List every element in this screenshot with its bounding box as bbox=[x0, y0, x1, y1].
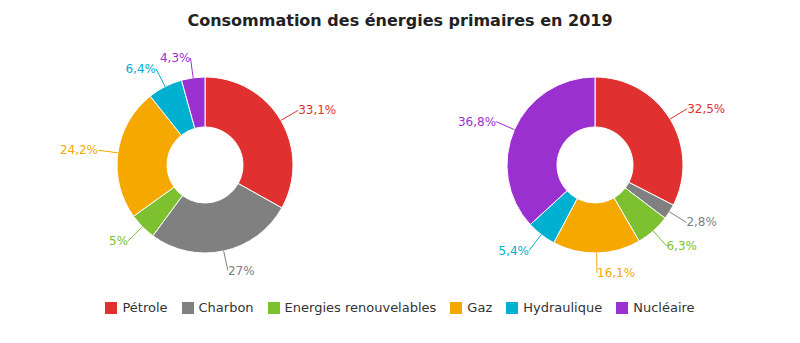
html-text:Gaz: Gaz bbox=[467, 300, 493, 315]
svg-text:32,5%: 32,5% bbox=[687, 102, 725, 116]
html-text:Energies renouvelables: Energies renouvelables bbox=[284, 300, 437, 315]
svg-text:2,8%: 2,8% bbox=[686, 215, 717, 229]
svg-text:24,2%: 24,2% bbox=[60, 143, 98, 157]
html-text:Pétrole: Pétrole bbox=[122, 300, 168, 315]
svg-text:6,4%: 6,4% bbox=[125, 62, 156, 76]
html-text:Hydraulique: Hydraulique bbox=[523, 300, 603, 315]
svg-text:5%: 5% bbox=[109, 234, 128, 248]
svg-text:6,3%: 6,3% bbox=[666, 239, 697, 253]
html-text:Nucléaire: Nucléaire bbox=[633, 300, 695, 315]
svg-text:33,1%: 33,1% bbox=[298, 103, 336, 117]
html-text:Charbon: Charbon bbox=[198, 300, 254, 315]
svg-text:4,3%: 4,3% bbox=[160, 51, 191, 65]
svg-text:27%: 27% bbox=[228, 264, 255, 278]
svg-text:36,8%: 36,8% bbox=[458, 115, 496, 129]
html-text:Consommation des énergies prim: Consommation des énergies primaires en 2… bbox=[187, 11, 613, 30]
svg-text:16,1%: 16,1% bbox=[597, 266, 635, 280]
svg-text:5,4%: 5,4% bbox=[499, 244, 530, 258]
